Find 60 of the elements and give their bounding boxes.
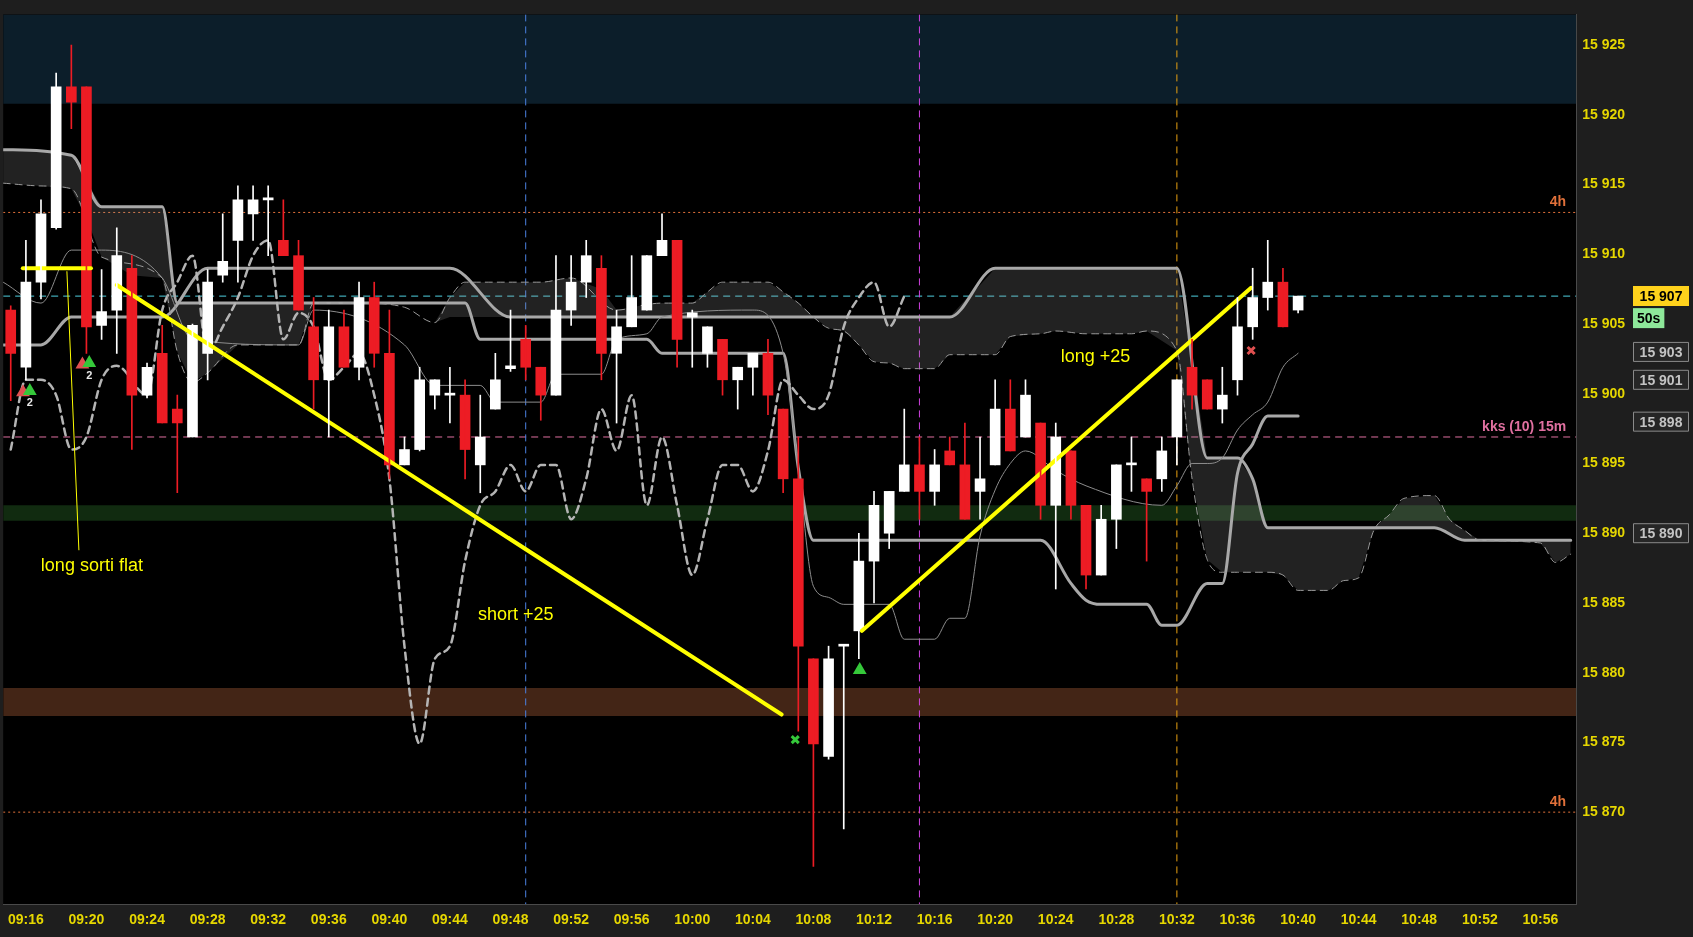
x-tick-label: 10:00 — [674, 911, 711, 928]
y-tick-label: 15 925 — [1582, 35, 1626, 52]
x-tick-label: 10:12 — [856, 911, 893, 928]
candlestick — [1201, 379, 1213, 410]
x-tick-label: 09:28 — [189, 911, 226, 928]
series-label: short +25 — [477, 603, 554, 624]
text: 15 903 — [1639, 343, 1683, 360]
x-tick-label: 10:44 — [1340, 911, 1377, 928]
x-tick-label: 09:20 — [68, 911, 105, 928]
text: 15 898 — [1639, 413, 1683, 430]
x-tick-label: 09:24 — [129, 911, 166, 928]
y-tick-label: 15 890 — [1582, 524, 1626, 541]
x-tick-label: 09:44 — [432, 911, 469, 928]
x-tick-label: 10:36 — [1219, 911, 1256, 928]
x-tick-label: 10:52 — [1461, 911, 1498, 928]
y-tick-label: 15 870 — [1582, 803, 1626, 820]
point — [790, 734, 801, 745]
x-tick-label: 10:04 — [734, 911, 771, 928]
x-tick-label: 09:36 — [310, 911, 347, 928]
y-tick-label: 15 900 — [1582, 384, 1626, 401]
y-tick-label: 15 885 — [1582, 593, 1626, 610]
y-tick-label: 15 895 — [1582, 454, 1626, 471]
x-tick-label: 10:32 — [1158, 911, 1195, 928]
y-tick-label: 15 910 — [1582, 245, 1626, 262]
point — [83, 356, 96, 368]
y-tick-label: 15 915 — [1582, 175, 1626, 192]
y-tick-label: 15 920 — [1582, 105, 1626, 122]
text: 15 890 — [1639, 525, 1683, 542]
point — [1246, 345, 1257, 356]
x-tick-label: 09:56 — [613, 911, 650, 928]
x-tick-label: 10:24 — [1037, 911, 1074, 928]
x-tick-label: 10:20 — [977, 911, 1014, 928]
ref-line-label: 4h — [1549, 793, 1567, 810]
text: 50s — [1637, 309, 1661, 326]
text: long sorti flat — [40, 555, 143, 576]
ref-line-label: 4h — [1549, 193, 1567, 210]
x-tick-label: 09:40 — [371, 911, 408, 928]
x-tick-label: 10:28 — [1098, 911, 1135, 928]
text: 15 901 — [1639, 371, 1683, 388]
x-tick-label: 09:32 — [250, 911, 287, 928]
x-tick-label: 09:52 — [553, 911, 590, 928]
point — [853, 663, 866, 674]
x-tick-label: 10:40 — [1280, 911, 1317, 928]
x-tick-label: 09:48 — [492, 911, 529, 928]
line-series — [3, 249, 1299, 640]
y-tick-label: 15 905 — [1582, 314, 1626, 331]
annotation: 2 — [86, 368, 93, 381]
ref-line-label: kks (10) 15m — [1482, 417, 1567, 434]
annotation: 2 — [26, 396, 33, 409]
text: 15 907 — [1639, 287, 1683, 304]
series-label: long +25 — [1060, 345, 1131, 366]
point — [23, 384, 36, 395]
y-tick-label: 15 880 — [1582, 663, 1626, 680]
x-tick-label: 10:48 — [1401, 911, 1438, 928]
x-tick-label: 10:08 — [795, 911, 832, 928]
x-tick-label: 09:16 — [8, 911, 45, 928]
x-tick-label: 10:56 — [1522, 911, 1559, 928]
x-tick-label: 10:16 — [916, 911, 953, 928]
y-tick-label: 15 875 — [1582, 733, 1626, 750]
candlestick — [641, 255, 653, 311]
